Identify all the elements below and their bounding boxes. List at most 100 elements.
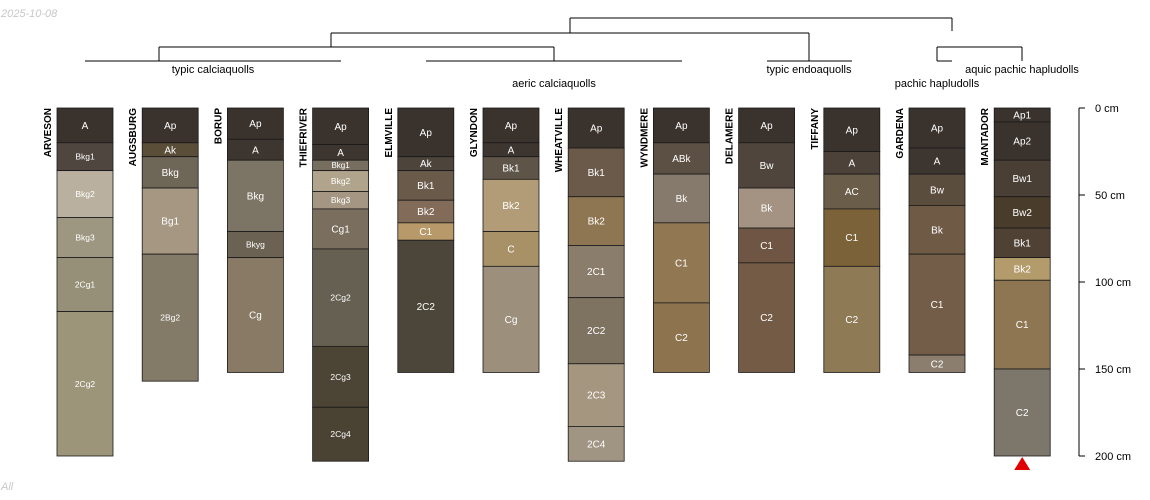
horizon-wheatville-bk2 [567,196,625,246]
horizon-label-gardena-ap: Ap [931,124,944,135]
horizon-borup-cg [226,257,284,373]
profile-delamere: Ap Bw Bk C1 C2 DELAMERE [725,107,795,373]
horizon-elmville-bk1 [397,170,455,201]
horizon-label-glyndon-a: A [508,145,515,156]
depth-tick-label-100: 100 cm [1095,277,1131,289]
horizon-label-elmville-bk2: Bk2 [417,207,435,218]
horizon-label-arveson-bkg3: Bkg3 [75,233,95,243]
horizon-wheatville-2c3 [567,363,625,427]
horizon-label-wheatville-ap: Ap [590,124,603,135]
horizon-label-arveson-a: A [82,121,89,132]
horizon-thiefriver-2cg3 [312,345,370,408]
horizon-arveson-2cg2 [56,311,114,457]
horizon-label-arveson-2cg1: 2Cg1 [75,280,96,290]
horizon-glyndon-bk2 [482,178,540,232]
profile-name-glyndon: GLYNDON [469,108,480,157]
horizon-label-gardena-bk: Bk [931,225,944,236]
horizon-label-glyndon-cg: Cg [505,315,518,326]
horizon-tiffany-ap [823,107,881,152]
horizon-label-thiefriver-bkg3: Bkg3 [331,195,351,205]
horizon-wyndmere-c2 [653,302,710,373]
horizon-label-wyndmere-ap: Ap [675,121,688,132]
horizon-wyndmere-bk [653,173,710,224]
horizon-delamere-ap [738,107,795,144]
horizon-borup-bkyg [226,231,284,259]
horizon-label-tiffany-ap: Ap [846,125,859,136]
horizon-tiffany-c2 [823,265,881,373]
profile-glyndon: Ap A Bk1 Bk2 C Cg GLYNDON [469,107,540,373]
horizon-label-borup-ap: Ap [249,119,262,130]
horizon-label-glyndon-bk2: Bk2 [502,201,520,212]
horizon-label-wyndmere-bk: Bk [676,194,689,205]
horizon-label-glyndon-c: C [507,244,514,255]
horizon-arveson-a [56,107,114,144]
horizon-label-mantador-bk2: Bk2 [1014,264,1032,275]
profile-name-augsburg: AUGSBURG [128,108,139,167]
horizon-arveson-bkg1 [56,142,114,172]
depth-tick-label-200: 200 cm [1095,451,1131,463]
horizon-label-augsburg-2bg2: 2Bg2 [160,313,180,323]
horizon-label-glyndon-bk1: Bk1 [502,164,520,175]
horizon-elmville-2c2 [397,239,455,373]
profile-gardena: Ap A Bw Bk C1 C2 GARDENA [895,107,966,373]
profile-wheatville: Ap Bk1 Bk2 2C1 2C2 2C3 2C4 WHEATVILLE [554,107,625,462]
horizon-mantador-bw1 [993,159,1051,198]
horizon-label-thiefriver-bkg2: Bkg2 [331,176,351,186]
horizon-label-tiffany-ac: AC [845,187,859,198]
horizon-thiefriver-2cg4 [312,406,370,462]
group-label-typic-calciaquolls: typic calciaquolls [172,64,255,76]
horizon-label-augsburg-bkg: Bkg [162,168,179,179]
horizon-thiefriver-ap [312,107,370,145]
profile-augsburg: Ap Ak Bkg Bg1 2Bg2 AUGSBURG [128,107,199,382]
profile-thiefriver: Ap A Bkg1 Bkg2 Bkg3 Cg1 2Cg2 2Cg3 2Cg4 THIEFRIVER [299,107,370,462]
date-watermark: 2025-10-08 [1,8,58,20]
horizon-label-gardena-bw: Bw [930,185,945,196]
horizon-arveson-bkg2 [56,170,114,219]
horizon-label-elmville-ak: Ak [420,159,433,170]
horizon-glyndon-ap [482,107,540,144]
horizon-wheatville-2c1 [567,245,625,299]
depth-tick-label-0: 0 cm [1095,103,1119,115]
horizon-label-delamere-bw: Bw [760,161,775,172]
horizon-label-mantador-bk1: Bk1 [1014,238,1032,249]
horizon-mantador-c1 [993,279,1051,370]
horizon-label-thiefriver-2cg4: 2Cg4 [330,429,351,439]
horizon-label-tiffany-a: A [848,158,855,169]
horizon-delamere-c2 [738,262,795,373]
horizon-delamere-c1 [738,227,795,264]
horizon-label-wheatville-2c3: 2C3 [587,391,606,402]
horizon-wheatville-ap [567,107,625,149]
horizon-label-tiffany-c1: C1 [845,233,858,244]
horizon-wheatville-2c2 [567,297,625,365]
horizon-label-wheatville-bk1: Bk1 [588,168,606,179]
horizon-label-tiffany-c2: C2 [845,315,858,326]
horizon-label-thiefriver-2cg3: 2Cg3 [330,372,351,382]
depth-tick-label-150: 150 cm [1095,364,1131,376]
horizon-label-gardena-c2: C2 [931,359,944,370]
horizon-label-arveson-bkg1: Bkg1 [75,152,95,162]
horizon-label-mantador-bw2: Bw2 [1012,208,1032,219]
profile-name-wyndmere: WYNDMERE [639,108,650,168]
horizon-label-delamere-c2: C2 [760,313,773,324]
horizon-label-thiefriver-cg1: Cg1 [331,224,350,235]
horizon-label-thiefriver-ap: Ap [334,122,347,133]
profile-name-elmville: ELMVILLE [384,108,395,158]
horizon-label-gardena-c1: C1 [931,300,944,311]
horizon-wyndmere-c1 [653,222,710,304]
profile-borup: Ap A Bkg Bkyg Cg BORUP [213,107,284,373]
horizon-label-wheatville-2c2: 2C2 [587,326,606,337]
horizon-wheatville-2c4 [567,426,625,462]
horizon-label-wyndmere-c1: C1 [675,258,688,269]
horizon-label-borup-a: A [252,145,259,156]
truncation-marker [1014,457,1031,470]
depth-axis: 0 cm 50 cm 100 cm 150 cm 200 cm [1078,103,1131,463]
profile-mantador: Ap1 Ap2 Bw1 Bw2 Bk1 Bk2 C1 C2 MANTADOR [980,107,1051,470]
horizon-borup-ap [226,107,284,140]
horizon-label-delamere-bk: Bk [761,204,774,215]
horizon-label-thiefriver-bkg1: Bkg1 [331,161,350,170]
horizon-thiefriver-cg1 [312,208,370,250]
horizon-tiffany-ac [823,173,881,210]
horizon-gardena-c2 [908,354,966,373]
horizon-label-elmville-ap: Ap [420,128,433,139]
horizon-augsburg-ap [141,107,199,144]
